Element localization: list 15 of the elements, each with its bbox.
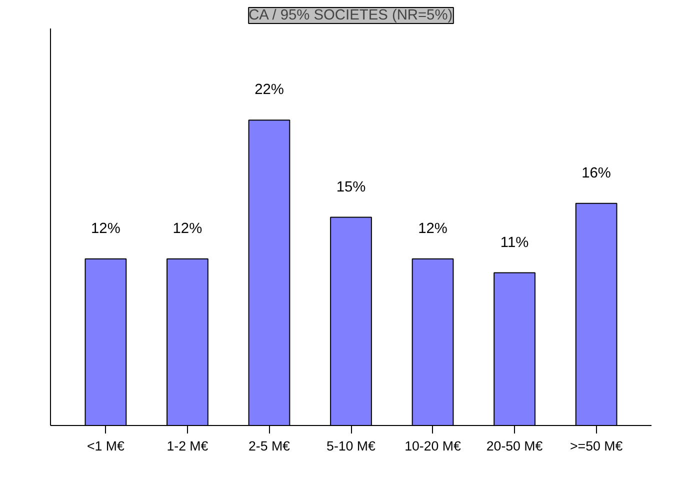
x-tick-label: 10-20 M€ bbox=[404, 438, 462, 454]
chart-title: CA / 95% SOCIETES (NR=5%) bbox=[248, 8, 453, 24]
x-tick-label: 2-5 M€ bbox=[248, 438, 291, 454]
x-tick-label: 1-2 M€ bbox=[166, 438, 209, 454]
data-label: 12% bbox=[172, 220, 202, 237]
x-tick-label: 20-50 M€ bbox=[486, 438, 544, 454]
data-label: 12% bbox=[91, 220, 120, 237]
data-label: 22% bbox=[254, 82, 284, 98]
data-label: 12% bbox=[418, 220, 448, 237]
x-tick-label: >=50 M€ bbox=[570, 438, 624, 454]
x-tick-label: <1 M€ bbox=[86, 438, 125, 454]
data-label: 15% bbox=[336, 179, 366, 196]
data-label: 11% bbox=[500, 234, 529, 251]
data-label: 16% bbox=[582, 165, 611, 182]
x-tick-label: 5-10 M€ bbox=[326, 438, 376, 454]
